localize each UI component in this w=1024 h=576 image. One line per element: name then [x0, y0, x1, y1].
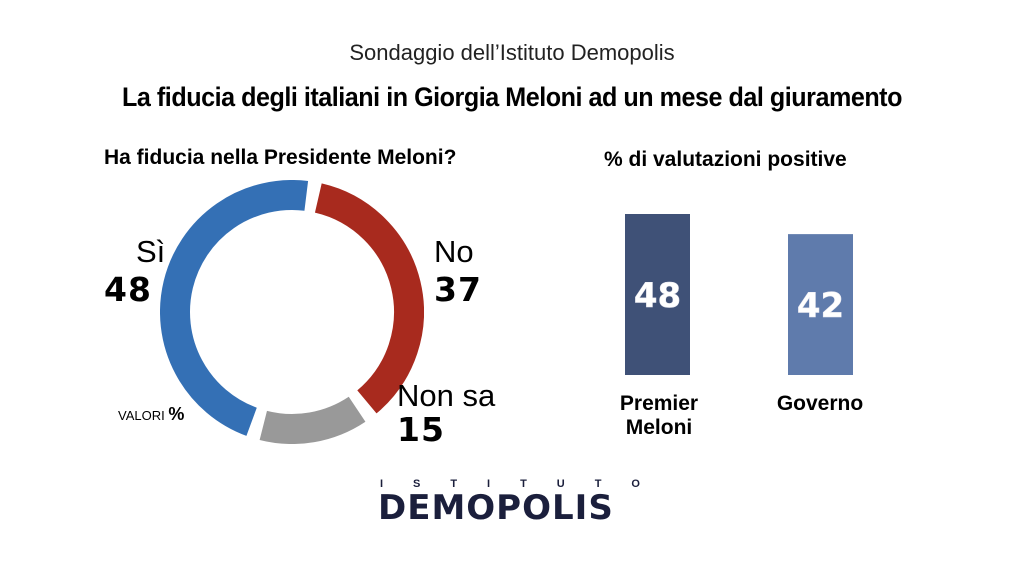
donut-slice-no [314, 183, 424, 414]
bar-value-governo: 42 [797, 286, 844, 326]
label-si: Sì [136, 234, 166, 269]
donut-chart-title: Ha fiducia nella Presidente Meloni? [104, 146, 457, 169]
logo-letter: S [413, 478, 421, 490]
bar-label-premier-line1: Premier [619, 392, 699, 415]
bar-label-premier-line2: Meloni [625, 416, 693, 439]
logo-letter: O [631, 478, 640, 490]
bar-label-premier: Premier Meloni [600, 392, 718, 440]
logo-name: DEMOPOLIS [378, 488, 614, 528]
value-no: 37 [434, 270, 482, 309]
label-no: No [434, 234, 474, 269]
bar-governo [788, 234, 853, 375]
bar-chart-title: % di valutazioni positive [604, 148, 847, 171]
survey-source: Sondaggio dell’Istituto Demopolis [349, 40, 675, 65]
units-label: VALORI [118, 408, 165, 423]
logo-top-letters: I S T I T U T O [380, 478, 640, 490]
logo-letter: I [487, 478, 491, 490]
bar-premier [625, 214, 690, 375]
logo-letter: I [380, 478, 384, 490]
bar-value-premier: 48 [634, 276, 681, 316]
bar-label-governo-line1: Governo [776, 392, 864, 415]
donut-chart [160, 180, 424, 444]
logo-letter: U [556, 478, 565, 490]
logo-letter: T [594, 478, 602, 490]
bar-chart: 48 42 [625, 214, 853, 375]
demopolis-logo: I S T I T U T O DEMOPOLIS [372, 478, 652, 528]
bar-label-governo: Governo [760, 392, 880, 416]
label-non-sa: Non sa [397, 378, 496, 413]
units-symbol: % [168, 404, 185, 424]
value-non-sa: 15 [397, 410, 445, 449]
logo-letter: T [520, 478, 527, 490]
units-note: VALORI % [118, 404, 184, 425]
donut-slice-non-sa [259, 396, 366, 444]
donut-slice-si [160, 180, 309, 436]
logo-letter: T [450, 478, 458, 490]
page-title: La fiducia degli italiani in Giorgia Mel… [122, 82, 902, 112]
value-si: 48 [104, 270, 152, 309]
